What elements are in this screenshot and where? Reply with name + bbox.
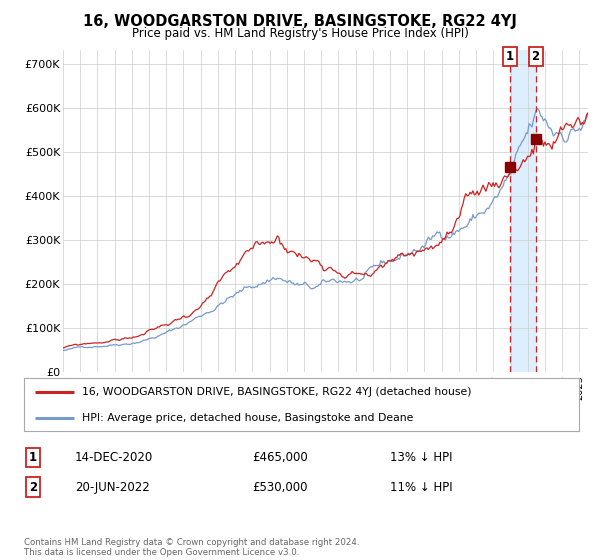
Text: 1: 1: [29, 451, 37, 464]
Text: 11% ↓ HPI: 11% ↓ HPI: [390, 480, 452, 494]
Text: 2: 2: [29, 480, 37, 494]
Text: £530,000: £530,000: [252, 480, 308, 494]
Text: Contains HM Land Registry data © Crown copyright and database right 2024.
This d: Contains HM Land Registry data © Crown c…: [24, 538, 359, 557]
Bar: [510, 50, 536, 372]
Text: HPI: Average price, detached house, Basingstoke and Deane: HPI: Average price, detached house, Basi…: [82, 413, 413, 423]
Text: 16, WOODGARSTON DRIVE, BASINGSTOKE, RG22 4YJ: 16, WOODGARSTON DRIVE, BASINGSTOKE, RG22…: [83, 14, 517, 29]
Text: 2: 2: [532, 50, 540, 63]
Text: 13% ↓ HPI: 13% ↓ HPI: [390, 451, 452, 464]
Text: 20-JUN-2022: 20-JUN-2022: [75, 480, 150, 494]
Text: 1: 1: [506, 50, 514, 63]
Text: 14-DEC-2020: 14-DEC-2020: [75, 451, 153, 464]
Text: Price paid vs. HM Land Registry's House Price Index (HPI): Price paid vs. HM Land Registry's House …: [131, 27, 469, 40]
Text: 16, WOODGARSTON DRIVE, BASINGSTOKE, RG22 4YJ (detached house): 16, WOODGARSTON DRIVE, BASINGSTOKE, RG22…: [82, 388, 472, 398]
Text: £465,000: £465,000: [252, 451, 308, 464]
